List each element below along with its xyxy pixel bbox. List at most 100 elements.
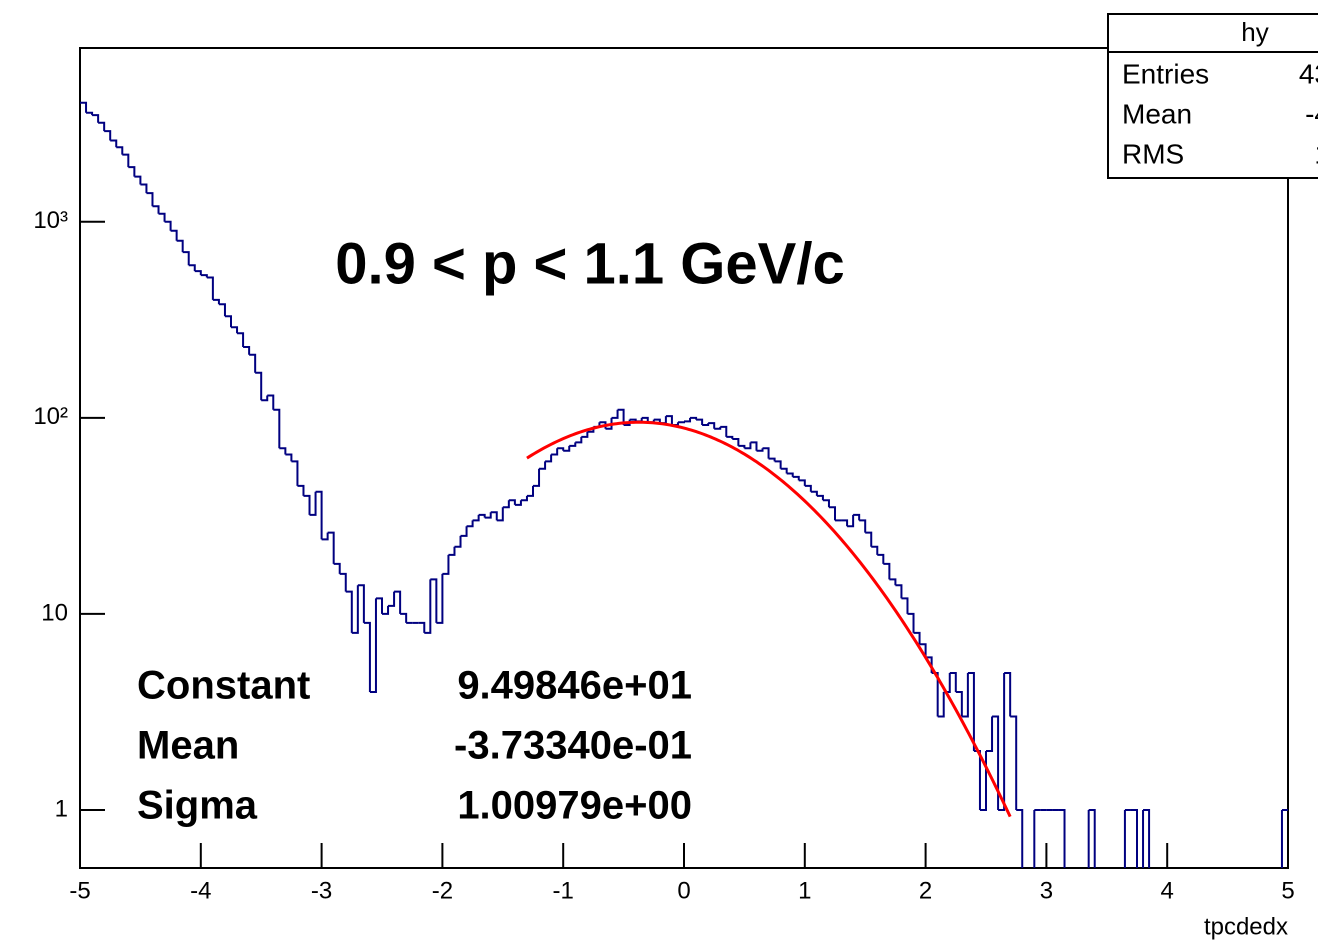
- histogram-bin: [86, 111, 94, 116]
- histogram-bin: [931, 671, 939, 717]
- histogram-bin: [369, 598, 377, 693]
- histogram-bin: [496, 507, 504, 522]
- histogram-bin: [816, 494, 824, 501]
- x-tick-label: -1: [553, 877, 574, 904]
- fit-param-name: Sigma: [137, 784, 258, 828]
- histogram-bin: [641, 416, 649, 423]
- histogram-bin: [726, 435, 734, 440]
- histogram-bin: [182, 251, 190, 266]
- histogram-bin: [853, 513, 861, 521]
- histogram: [80, 101, 1288, 868]
- histogram-bin: [967, 671, 975, 751]
- histogram-bin: [1123, 809, 1126, 868]
- histogram-bin: [617, 408, 625, 425]
- histogram-bin: [961, 672, 969, 718]
- histogram-bin: [255, 371, 263, 401]
- stats-title: hy: [1241, 17, 1268, 47]
- histogram-bin: [696, 418, 704, 425]
- histogram-bin: [484, 512, 492, 519]
- histogram-bin: [708, 422, 716, 429]
- histogram-bin: [913, 631, 921, 645]
- histogram-bin: [998, 672, 1006, 811]
- histogram-bin: [333, 562, 341, 574]
- histogram-bin: [865, 531, 873, 547]
- histogram-bin: [979, 750, 987, 811]
- histogram-bin: [200, 274, 208, 278]
- y-tick-label: 10²: [33, 403, 68, 430]
- histogram-bin: [919, 643, 927, 658]
- x-tick-label: 5: [1281, 877, 1294, 904]
- stats-value: -4: [1305, 98, 1318, 129]
- x-tick-label: 4: [1161, 877, 1174, 904]
- x-tick-label: 1: [798, 877, 811, 904]
- histogram-bin: [1130, 808, 1138, 868]
- histogram-bin: [804, 484, 812, 492]
- histogram-bin: [279, 447, 287, 455]
- histogram-bin: [992, 715, 1000, 810]
- histogram-bin: [243, 345, 251, 355]
- histogram-bin: [261, 395, 269, 402]
- annotation: 0.9 < p < 1.1 GeV/c: [335, 231, 844, 296]
- x-tick-label: -5: [69, 877, 90, 904]
- histogram-bin: [297, 484, 305, 496]
- histogram-bin: [394, 590, 402, 614]
- histogram-bin: [1143, 808, 1151, 868]
- histogram-bin: [575, 436, 583, 444]
- histogram-bin: [460, 526, 468, 537]
- histogram-bin: [877, 553, 885, 564]
- histogram-bin: [388, 591, 396, 607]
- histogram-bin: [490, 511, 498, 521]
- histogram-bin: [949, 671, 957, 692]
- x-tick-label: -2: [432, 877, 453, 904]
- histogram-bin: [786, 472, 794, 477]
- histogram-bin: [375, 597, 383, 614]
- histogram-bin: [611, 409, 619, 419]
- fit-curve: [526, 420, 1012, 818]
- histogram-bin: [466, 520, 474, 528]
- histogram-bin: [448, 546, 456, 556]
- histogram-bin: [1004, 671, 1012, 717]
- y-tick-label: 1: [55, 795, 68, 822]
- x-tick-label: 2: [919, 877, 932, 904]
- histogram-bin: [895, 584, 903, 599]
- histogram-bin: [152, 205, 160, 214]
- histogram-bin: [267, 394, 275, 410]
- histogram-bin: [291, 460, 299, 486]
- histogram-bin: [176, 239, 184, 253]
- histogram-bin: [158, 212, 166, 222]
- histogram-bin: [798, 479, 806, 486]
- x-axis-label: tpcdedx: [1204, 913, 1288, 940]
- histogram-bin: [1033, 809, 1036, 868]
- histogram-bin: [780, 467, 788, 474]
- stats-value: 1: [1314, 138, 1318, 169]
- histogram-bin: [224, 315, 232, 328]
- fit-param-value: -3.73340e-01: [454, 724, 692, 768]
- histogram-bin: [237, 332, 245, 347]
- histogram-bin: [418, 621, 426, 633]
- histogram-bin: [738, 444, 746, 449]
- histogram-bin: [188, 264, 196, 272]
- histogram-bin: [502, 500, 510, 509]
- histogram-bin: [92, 114, 100, 123]
- stats-label: Entries: [1122, 58, 1209, 89]
- histogram-bin: [351, 585, 359, 634]
- histogram-bin: [774, 460, 782, 469]
- histogram-bin: [677, 421, 685, 424]
- histogram-bin: [128, 166, 136, 177]
- histogram-bin: [146, 192, 154, 207]
- histogram-bin: [1088, 808, 1096, 868]
- histogram-bin: [430, 578, 438, 623]
- histogram-bin: [563, 445, 571, 452]
- histogram-bin: [762, 447, 770, 459]
- histogram-bin: [122, 153, 130, 168]
- histogram-bin: [533, 468, 541, 487]
- histogram-bin: [454, 535, 462, 548]
- histogram-bin: [1010, 715, 1018, 810]
- histogram-bin: [720, 425, 728, 437]
- x-tick-label: 3: [1040, 877, 1053, 904]
- histogram-bin: [303, 494, 311, 515]
- histogram-bin: [363, 621, 371, 692]
- fit-param-name: Constant: [137, 664, 310, 708]
- histogram-bin: [871, 545, 879, 555]
- histogram-bin: [581, 431, 589, 438]
